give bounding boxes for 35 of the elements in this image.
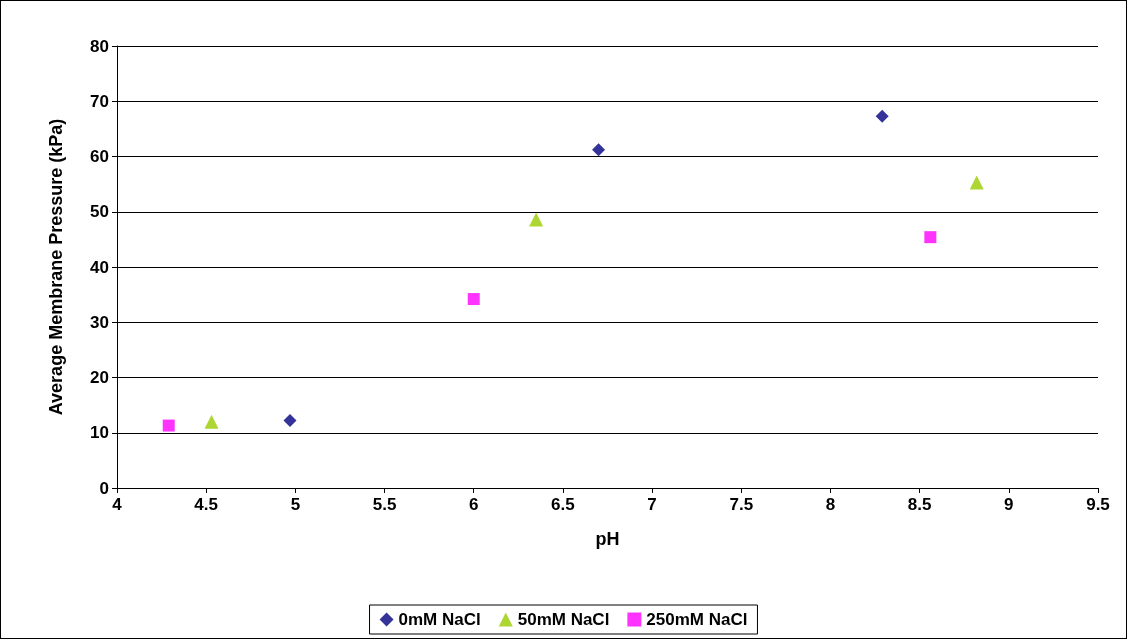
x-tick-label: 7.5	[729, 495, 754, 514]
y-tick-label: 10	[90, 423, 109, 443]
y-tick-label: 80	[90, 36, 109, 56]
y-tick-label: 40	[90, 257, 109, 277]
x-tick-label: 4	[112, 495, 123, 514]
point	[529, 212, 544, 227]
legend-label: 0mM NaCl	[398, 610, 481, 629]
y-tick-label: 20	[90, 368, 109, 387]
x-tick-label: 5.5	[372, 495, 397, 514]
x-tick-label: 8.5	[907, 495, 932, 514]
x-tick-label: 8	[825, 495, 836, 514]
y-tick-label: 0	[99, 478, 109, 498]
x-tick-label: 9.5	[1086, 495, 1110, 514]
x-tick-label: 4.5	[194, 495, 218, 514]
y-tick-label: 70	[90, 91, 109, 111]
point	[283, 414, 297, 428]
point	[924, 231, 937, 244]
point	[162, 419, 175, 432]
legend-label: 50mM NaCl	[517, 610, 610, 629]
x-tick-label: 9	[1004, 495, 1014, 514]
point	[969, 175, 984, 190]
legend-label: 250mM NaCl	[646, 610, 748, 629]
y-axis-title: Average Membrane Pressure (kPa)	[46, 118, 66, 416]
point	[592, 143, 606, 157]
x-tick-label: 5	[290, 495, 301, 514]
point	[204, 414, 219, 429]
y-tick-label: 50	[90, 202, 109, 222]
x-tick-label: 6	[468, 495, 479, 514]
point	[875, 109, 889, 123]
x-tick-label: 6.5	[551, 495, 575, 514]
x-axis-title: pH	[595, 529, 620, 549]
point	[467, 293, 480, 306]
y-tick-label: 30	[90, 312, 109, 332]
x-tick-label: 7	[647, 495, 657, 514]
y-tick-label: 60	[90, 147, 109, 166]
